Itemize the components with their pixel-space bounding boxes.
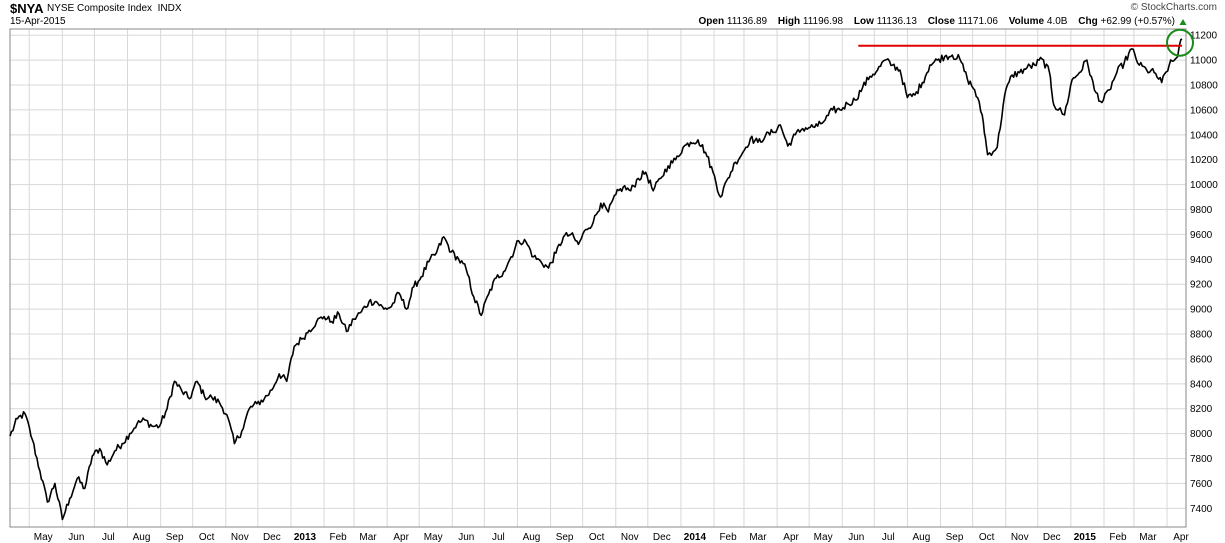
x-tick-label: Apr — [1173, 532, 1189, 543]
high-value: 11196.98 — [802, 16, 844, 27]
up-arrow-icon — [1179, 19, 1187, 25]
y-tick-label: 8000 — [1190, 429, 1213, 440]
x-tick-label: Sep — [946, 532, 964, 543]
y-tick-label: 9400 — [1190, 255, 1213, 266]
x-tick-label: Aug — [133, 532, 151, 543]
price-series-line — [9, 38, 1183, 521]
index-description: NYSE Composite Index INDX — [47, 3, 182, 14]
chg-label: Chg — [1078, 16, 1098, 27]
y-tick-label: 7600 — [1190, 479, 1213, 490]
x-tick-label: May — [814, 532, 833, 543]
breakout-highlight-circle — [1166, 28, 1194, 57]
y-tick-label: 10400 — [1190, 130, 1218, 141]
x-tick-label: Nov — [231, 532, 249, 543]
x-tick-label: Dec — [653, 532, 671, 543]
low-value: 11136.13 — [876, 16, 917, 27]
y-tick-label: 8400 — [1190, 379, 1213, 390]
y-tick-label: 9600 — [1190, 230, 1213, 241]
volume-value: 4.0B — [1046, 16, 1068, 27]
grid-lines — [10, 29, 1186, 527]
chart-date: 15-Apr-2015 — [10, 16, 66, 27]
x-tick-label: Mar — [359, 532, 377, 543]
x-tick-label: Feb — [329, 532, 347, 543]
chart-header: $NYA NYSE Composite Index INDX 15-Apr-20… — [0, 0, 1225, 28]
y-tick-label: 7800 — [1190, 454, 1213, 465]
volume-label: Volume — [1008, 16, 1045, 27]
x-tick-label: Jun — [458, 532, 474, 543]
close-value: 11171.06 — [957, 16, 998, 27]
y-tick-label: 11000 — [1190, 56, 1218, 67]
x-tick-label: Aug — [913, 532, 931, 543]
x-tick-label: Aug — [523, 532, 541, 543]
x-tick-label: Mar — [749, 532, 767, 543]
x-tick-label: May — [34, 532, 53, 543]
x-tick-label: Jun — [68, 532, 84, 543]
open-value: 11136.89 — [726, 16, 768, 27]
x-tick-label: Oct — [979, 532, 995, 543]
x-tick-label: Nov — [1011, 532, 1029, 543]
y-tick-label: 10000 — [1190, 180, 1218, 191]
x-tick-label: Apr — [393, 532, 409, 543]
y-tick-label: 10800 — [1190, 81, 1218, 92]
brand-watermark: © StockCharts.com — [1130, 2, 1217, 13]
x-tick-label: Jul — [102, 532, 115, 543]
y-tick-label: 7400 — [1190, 504, 1213, 515]
x-tick-label: Feb — [1109, 532, 1127, 543]
x-tick-label: Jul — [492, 532, 505, 543]
ohlc-readout: Open 11136.89 High 11196.98 Low 11136.13… — [699, 16, 1183, 27]
y-tick-label: 10200 — [1190, 155, 1218, 166]
close-label: Close — [927, 16, 955, 27]
x-tick-label: Apr — [783, 532, 799, 543]
chg-value: +62.99 (+0.57%) — [1100, 16, 1176, 27]
y-tick-label: 10600 — [1190, 105, 1218, 116]
x-tick-label: Oct — [589, 532, 605, 543]
x-tick-label: Dec — [1043, 532, 1061, 543]
x-tick-label: Sep — [556, 532, 574, 543]
y-axis: 7400 7600 7800 8000 8200 8400 8600 8800 9000 9200… — [1190, 31, 1218, 515]
x-tick-label: 2013 — [294, 532, 317, 543]
y-tick-label: 8200 — [1190, 404, 1213, 415]
exchange-label: INDX — [157, 3, 182, 14]
x-tick-label: 2015 — [1074, 532, 1097, 543]
x-tick-label: Oct — [199, 532, 215, 543]
plot-frame — [9, 28, 1187, 528]
x-tick-label: Dec — [263, 532, 281, 543]
x-tick-label: Nov — [621, 532, 639, 543]
x-tick-label: Feb — [719, 532, 737, 543]
y-tick-label: 8600 — [1190, 354, 1213, 365]
symbol-label: $NYA — [10, 1, 44, 16]
x-tick-label: Sep — [166, 532, 184, 543]
high-label: High — [777, 16, 801, 27]
x-tick-label: Jun — [848, 532, 864, 543]
y-tick-label: 9200 — [1190, 280, 1213, 291]
x-tick-label: May — [424, 532, 443, 543]
low-label: Low — [853, 16, 874, 27]
y-tick-label: 9800 — [1190, 205, 1213, 216]
x-axis: May Jun Jul Aug Sep Oct Nov Dec 2013 Feb Mar Apr May… — [34, 532, 1190, 543]
open-label: Open — [698, 16, 725, 27]
description-text: NYSE Composite Index — [47, 3, 153, 14]
y-tick-label: 9000 — [1190, 305, 1213, 316]
x-tick-label: Mar — [1139, 532, 1157, 543]
x-tick-label: 2014 — [684, 532, 707, 543]
x-tick-label: Jul — [882, 532, 895, 543]
y-tick-label: 11200 — [1190, 31, 1218, 42]
y-tick-label: 8800 — [1190, 330, 1213, 341]
